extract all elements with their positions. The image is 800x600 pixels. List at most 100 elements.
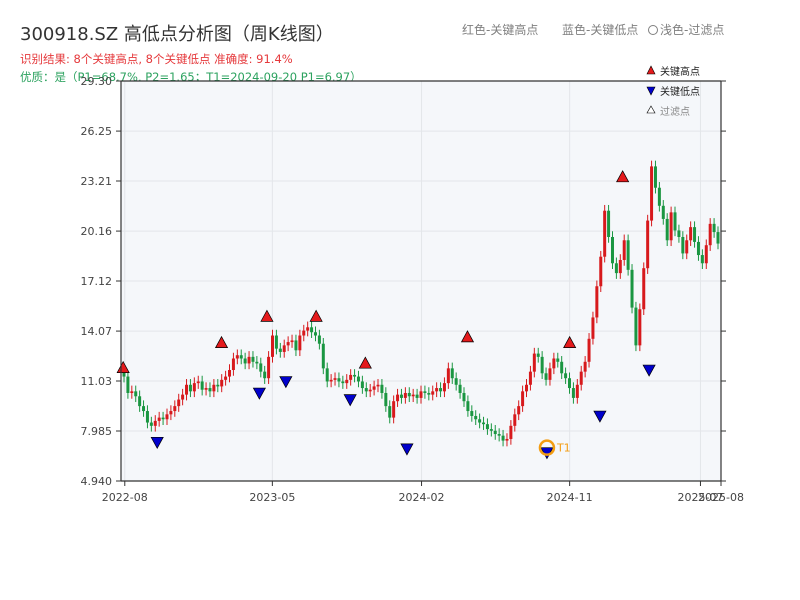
key-low-marker [150,436,164,450]
candle-body [521,391,525,407]
candle-body [208,388,212,392]
candle-body [310,327,314,333]
key-high-marker [563,335,577,349]
y-tick-label: 14.07 [81,325,113,338]
candle-body [134,391,138,397]
y-tick-label: 23.21 [81,175,113,188]
candle-body [673,212,677,231]
candle-body [470,411,474,416]
key-low-marker [400,443,414,456]
candle-body [575,384,579,398]
candle-body [251,356,255,362]
candle-body [638,309,642,346]
candle-body [669,212,673,241]
candle-body [138,396,142,407]
legend-note-red: 红色-关键高点 [462,23,539,37]
candle-body [700,255,704,264]
axes: 4.940 7.985 11.03 14.07 17.12 20.16 23.21 26.25… [81,75,744,504]
candle-body [556,358,560,362]
candle-body [243,358,247,364]
candle-body [372,386,376,390]
candle-body [411,394,415,397]
legend-filtered-label: 过滤点 [660,105,690,118]
candle-body [204,388,208,390]
candle-body [493,430,497,435]
candle-body [329,379,333,382]
chart-legend: 关键高点 关键低点 过滤点 [646,65,700,118]
candle-body [536,353,540,357]
candle-body [399,394,403,398]
candle-body [583,361,587,372]
candle-body [122,369,126,377]
candle-body [192,383,196,392]
hollow-circle-icon [648,25,658,35]
key-low-marker [593,410,607,423]
candle-body [431,391,435,395]
candle-body [708,223,712,246]
x-tick-label: 2024-02 [399,491,445,504]
candle-body [353,374,357,377]
candle-body [454,378,458,385]
candle-body [360,381,364,389]
key-high-marker [116,360,130,373]
candle-body [568,378,571,389]
key-high-marker [214,335,229,349]
candle-body [423,391,427,393]
candle-body [532,353,536,372]
x-tick-label: 2025-07 [677,491,723,504]
candle-body [313,332,317,336]
candle-body [552,358,556,369]
chart-title: 300918.SZ 高低点分析图（周K线图） [20,24,334,45]
candle-body [224,376,228,380]
key-high-marker [616,170,630,183]
candle-body [177,399,181,407]
t1-label: T1 [556,442,571,455]
candle-body [153,420,157,426]
candle-body [364,388,368,392]
candle-body [392,401,396,418]
candle-body [478,419,482,423]
candle-body [571,388,575,398]
candle-body [286,342,290,346]
candle-body [595,286,599,318]
key-low-marker [343,394,357,407]
candle-body [634,307,638,346]
candle-body [661,205,665,219]
candle-body [415,394,419,398]
candle-body [173,406,177,412]
legend-low-label: 关键低点 [660,85,700,98]
candle-body [540,356,544,374]
candle-body [419,391,423,398]
candle-body [650,166,654,221]
high-triangle-icon [646,65,656,75]
candle-body [220,379,224,387]
y-tick-label: 26.25 [81,125,113,138]
candle-body [255,361,259,364]
candle-body [317,335,321,344]
candle-body [646,220,650,269]
candle-body [130,391,134,393]
candle-body [677,230,681,237]
candle-body [212,384,216,392]
filtered-triangle-icon [646,105,656,114]
candle-body [337,378,341,382]
candle-body [509,425,513,439]
candle-body [579,371,583,385]
candle-body [693,227,697,242]
x-tick-label: 2023-05 [249,491,295,504]
key-low-marker [252,387,266,400]
candle-body [716,232,720,244]
candle-body [560,361,564,374]
candle-body [474,415,478,420]
candle-body [239,355,243,359]
candle-body [149,422,153,426]
candle-body [564,373,568,379]
x-tick-label: 2024-11 [547,491,593,504]
candle-body [607,210,611,237]
candle-body [321,343,325,369]
candle-body [466,401,470,412]
candle-body [525,384,529,392]
candle-body [126,376,130,393]
candle-body [349,374,353,380]
candle-body [497,434,501,436]
